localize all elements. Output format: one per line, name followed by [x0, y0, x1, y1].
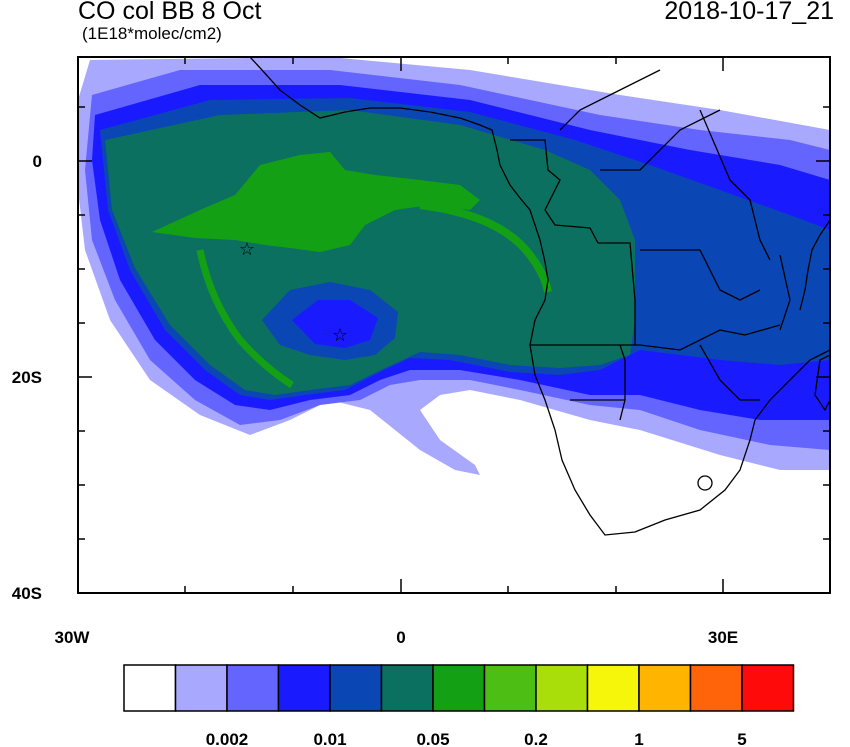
colorbar-tick-label: 0.002 [206, 730, 249, 747]
x-tick-label: 30W [55, 628, 91, 647]
colorbar-tick-label: 5 [737, 730, 746, 747]
colorbar-swatch [689, 664, 743, 712]
units-label: (1E18*molec/cm2) [82, 24, 222, 43]
coastline-west-africa [249, 57, 830, 536]
colorbar-swatch [483, 664, 537, 712]
colorbar-tick-label: 0.2 [524, 730, 548, 747]
map-title: CO col BB 8 Oct [78, 0, 262, 25]
colorbar-swatch [432, 664, 486, 712]
co-plume-layer [78, 57, 830, 475]
colorbar-swatch [329, 664, 383, 712]
x-tick-label: 30E [708, 628, 738, 647]
y-tick-label: 40S [12, 584, 42, 603]
x-tick-label: 0 [396, 628, 405, 647]
border-lines [510, 69, 791, 421]
colorbar-swatch [226, 664, 280, 712]
colorbar-swatch [380, 664, 434, 712]
coastline-madagascar [814, 354, 830, 412]
axis-ticks [77, 57, 830, 594]
coastline-layer [249, 57, 830, 536]
colorbar-swatch [741, 664, 795, 712]
y-tick-label: 20S [12, 368, 42, 387]
colorbar-swatch [586, 664, 640, 712]
border-lesotho [697, 475, 713, 491]
colorbar-labels: 0.002 0.01 0.05 0.2 1 5 [206, 730, 747, 747]
plume-peak-arm-east [419, 201, 552, 293]
colorbar-swatch [277, 664, 331, 712]
colorbar-swatch [638, 664, 692, 712]
y-tick-label: 0 [33, 152, 42, 171]
colorbar [123, 664, 795, 712]
fire-site-marker: ☆ [332, 325, 348, 346]
colorbar-tick-label: 1 [634, 730, 643, 747]
colorbar-tick-label: 0.01 [313, 730, 346, 747]
plume-swirl-hole-inner [292, 300, 378, 348]
plume-core [105, 110, 635, 395]
fire-site-marker: ☆ [239, 239, 255, 260]
colorbar-tick-label: 0.05 [416, 730, 449, 747]
colorbar-swatch [123, 664, 177, 712]
plume-peak [152, 152, 480, 252]
plot-frame [77, 56, 831, 594]
plume-peak-arm-southwest [196, 249, 294, 388]
colorbar-swatch [535, 664, 589, 712]
colorbar-swatch [174, 664, 228, 712]
coastline-east-africa [799, 219, 830, 311]
valid-time-label: 2018-10-17_21 [664, 0, 834, 25]
